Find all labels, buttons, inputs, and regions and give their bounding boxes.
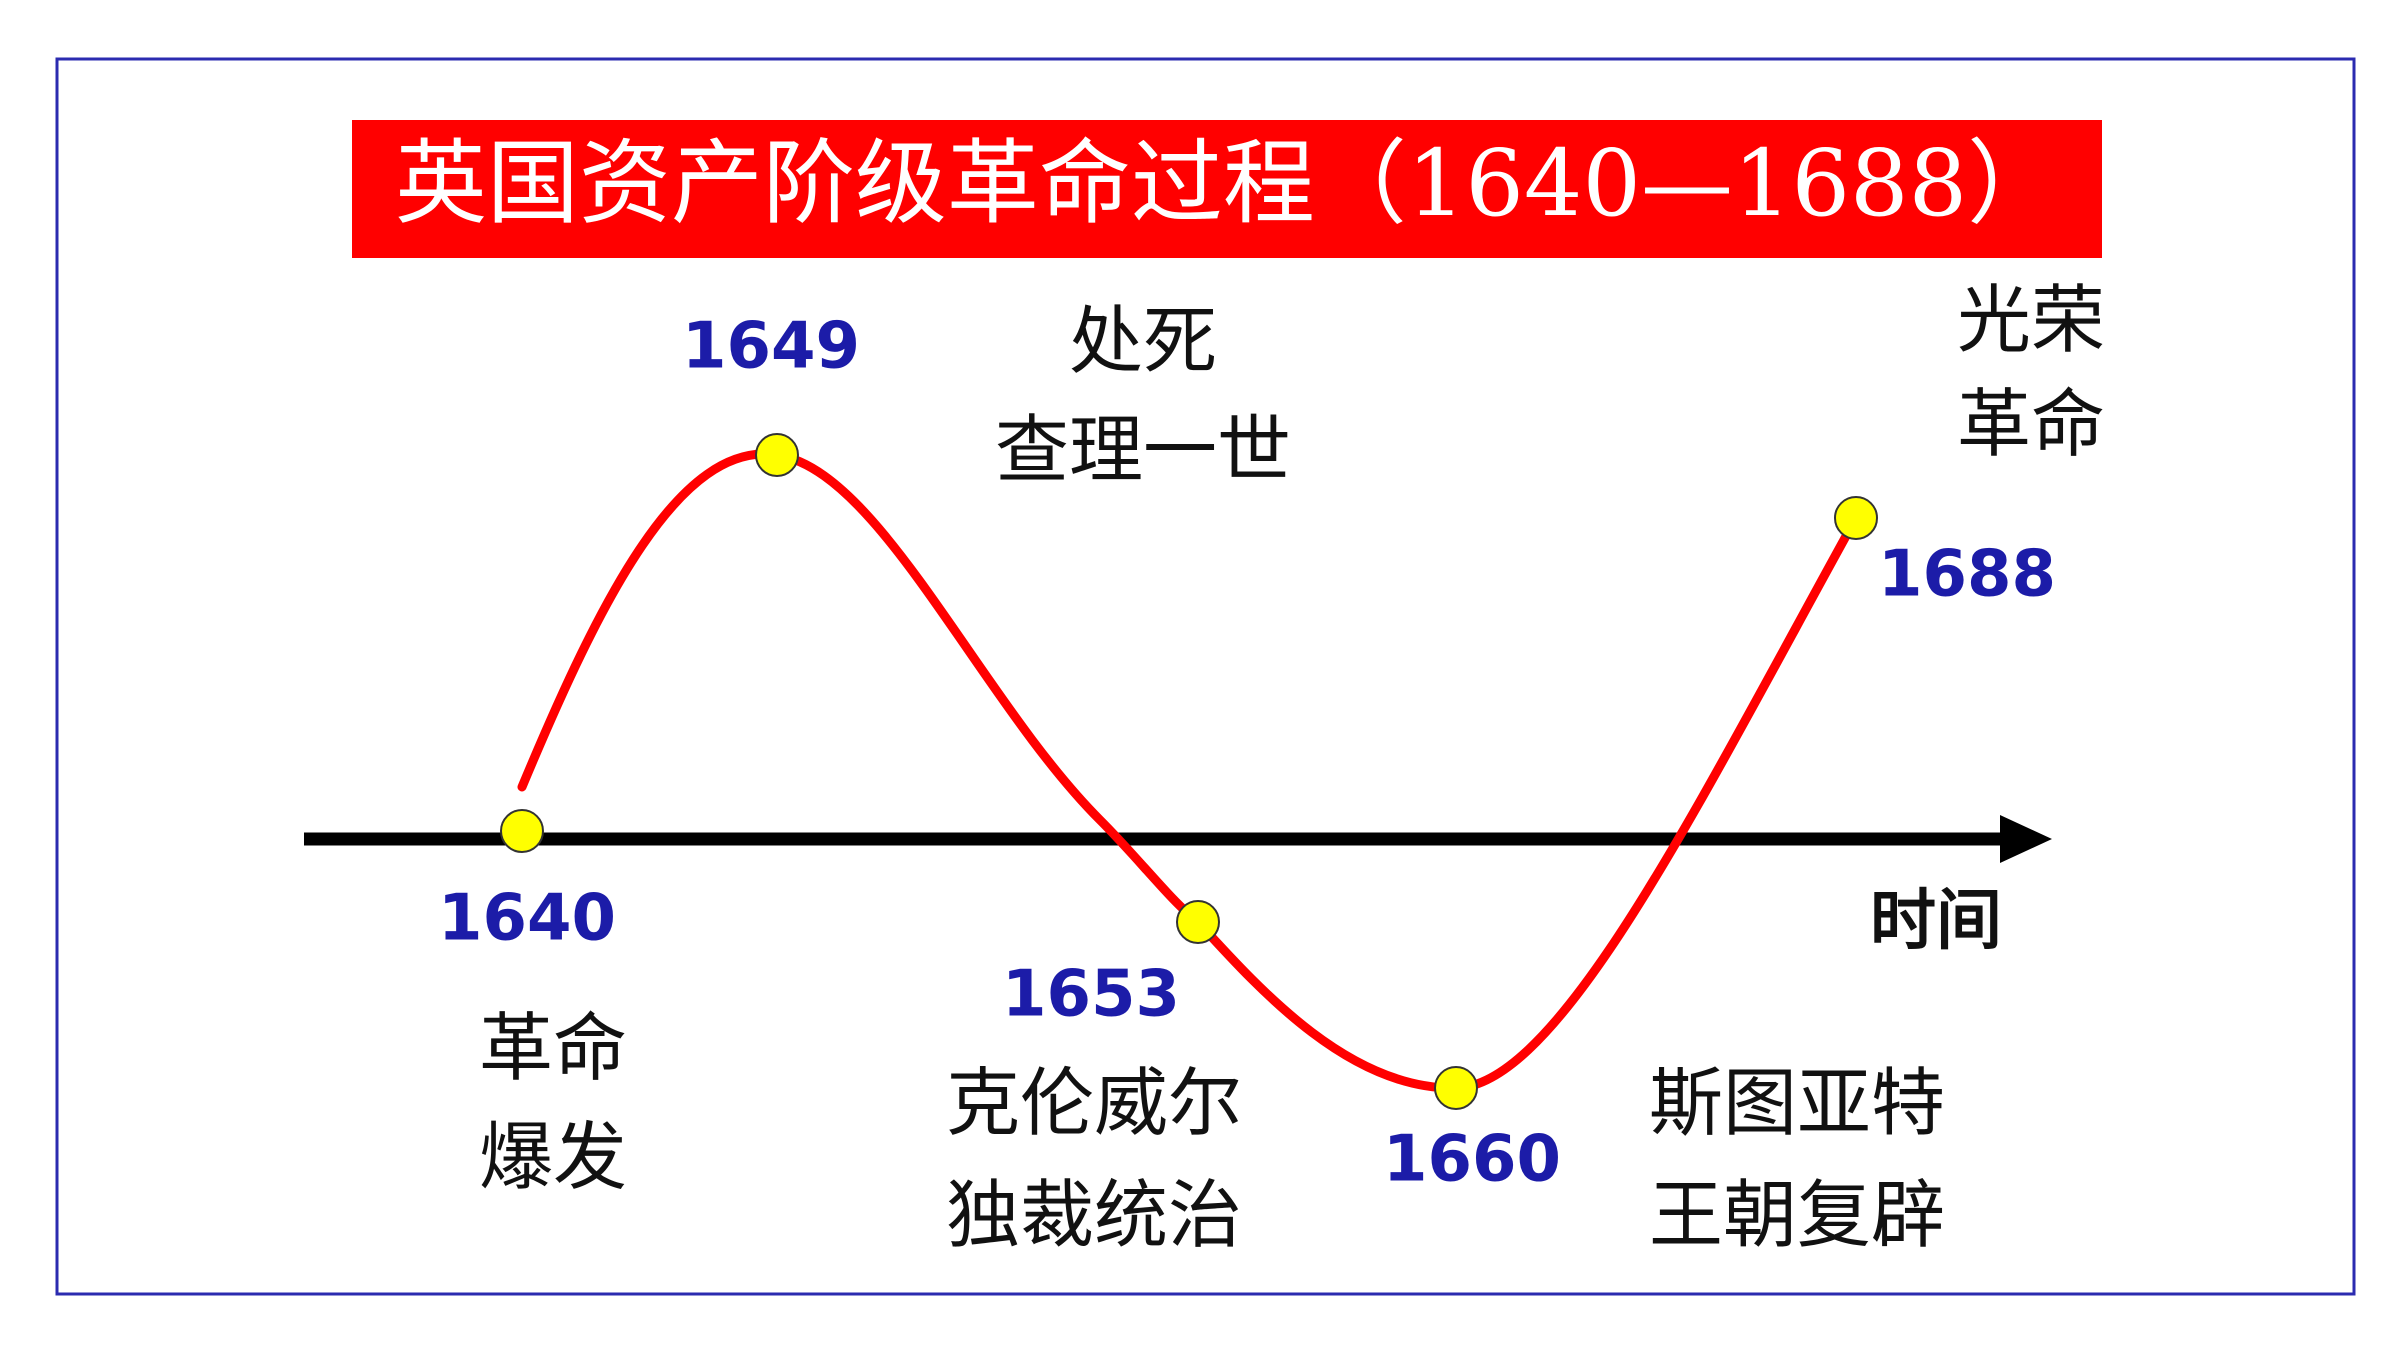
- trend-curve: [517, 449, 1861, 1093]
- event-label: 爆发: [479, 1114, 627, 1200]
- event-year: 1653: [1002, 958, 1180, 1032]
- event-label: 处死: [1069, 298, 1217, 384]
- event-label: 查理一世: [995, 407, 1291, 493]
- event-point: [500, 809, 544, 853]
- title: 英国资产阶级革命过程（1640—1688）: [395, 130, 2059, 237]
- event-point: [1834, 496, 1878, 540]
- axis-label: 时间: [1870, 882, 2002, 959]
- event-point: [1176, 900, 1220, 944]
- event-label: 革命: [479, 1005, 627, 1091]
- event-year: 1640: [438, 882, 616, 956]
- event-year: 1649: [682, 310, 860, 384]
- event-point: [1434, 1066, 1478, 1110]
- event-year: 1660: [1383, 1123, 1561, 1197]
- event-label: 克伦威尔: [946, 1060, 1242, 1146]
- title-banner: [352, 120, 2102, 258]
- event-point: [755, 433, 799, 477]
- event-label: 革命: [1957, 381, 2105, 467]
- event-label: 光荣: [1957, 277, 2105, 363]
- axis-arrow: [2000, 815, 2052, 863]
- frame: [55, 57, 2356, 1296]
- event-year: 1688: [1878, 538, 2056, 612]
- event-label: 斯图亚特: [1649, 1060, 1945, 1146]
- event-label: 独裁统治: [946, 1172, 1242, 1258]
- event-label: 王朝复辟: [1649, 1172, 1945, 1258]
